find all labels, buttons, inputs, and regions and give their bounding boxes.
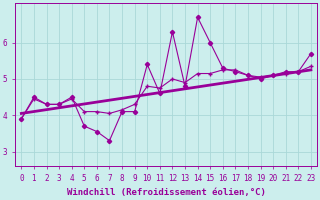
X-axis label: Windchill (Refroidissement éolien,°C): Windchill (Refroidissement éolien,°C) bbox=[67, 188, 266, 197]
